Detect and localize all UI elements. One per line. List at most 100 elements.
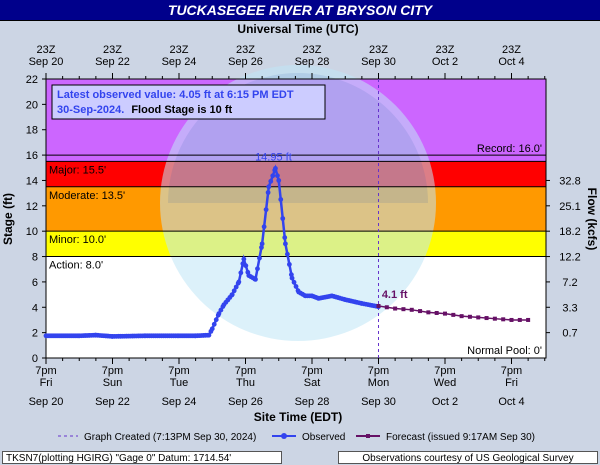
ytick-label-5: 10 — [26, 226, 38, 238]
x-time-label-0: 7pm — [35, 365, 56, 377]
observed-point-126 — [275, 173, 280, 179]
observed-point-113 — [253, 276, 258, 282]
ytick-label-7: 14 — [26, 175, 38, 187]
footer-datum: TKSN7(plotting HGIRG) "Gage 0" Datum: 17… — [2, 451, 282, 464]
observed-point-123 — [270, 173, 276, 179]
observed-point-137 — [293, 284, 299, 289]
observed-point-99 — [229, 292, 235, 297]
observed-point-92 — [218, 307, 224, 313]
x-time-label-1: 7pm — [102, 365, 123, 377]
top-date-label-7: Oct 4 — [498, 56, 524, 68]
top-date-label-1: Sep 22 — [95, 56, 130, 68]
x-date-label-7: Oct 4 — [498, 396, 524, 408]
x-weekday-label-7: Fri — [505, 377, 518, 389]
forecast-point-1 — [384, 305, 389, 310]
observed-point-88 — [211, 321, 217, 327]
latest-obs-line2: 30-Sep-2024. Flood Stage is 10 ft — [57, 104, 233, 116]
x-date-label-1: Sep 22 — [95, 396, 130, 408]
top-date-label-4: Sep 28 — [295, 56, 330, 68]
observed-point-135 — [289, 275, 295, 281]
forecast-point-16 — [509, 317, 514, 322]
peak-label: 14.95 ft — [255, 151, 292, 163]
ytick-label-3: 6 — [32, 277, 38, 289]
observed-point-87 — [209, 326, 215, 332]
observed-point-101 — [233, 284, 239, 290]
x-weekday-label-6: Wed — [434, 377, 456, 389]
top-time-label-2: 23Z — [170, 44, 189, 56]
observed-point-100 — [231, 288, 237, 294]
forecast-start-label: 4.1 ft — [382, 289, 408, 301]
top-time-label-1: 23Z — [103, 44, 122, 56]
observed-point-130 — [282, 235, 288, 240]
legend-forecast-marker — [366, 434, 370, 438]
observed-point-114 — [255, 266, 260, 272]
observed-point-119 — [263, 207, 269, 213]
observed-point-132 — [284, 251, 290, 257]
threshold-lines: Record: 16.0' Major: 15.5' Moderate: 13.5'… — [46, 143, 546, 357]
forecast-point-8 — [443, 311, 447, 316]
forecast-point-5 — [418, 309, 423, 314]
legend-observed-label: Observed — [302, 432, 345, 443]
forecast-point-13 — [484, 316, 489, 321]
legend-observed-marker — [281, 433, 287, 439]
threshold-label-4: Action: 8.0' — [49, 260, 103, 272]
flood-stage-text: Flood Stage is 10 ft — [131, 104, 232, 116]
x-weekday-label-3: Thu — [236, 377, 255, 389]
observed-point-116 — [259, 245, 264, 250]
forecast-point-10 — [459, 314, 464, 319]
threshold-label-3: Minor: 10.0' — [49, 234, 106, 246]
y-axis-title: Stage (ft) — [1, 193, 15, 245]
ytick-label-4: 8 — [32, 252, 38, 264]
top-date-label-3: Sep 26 — [228, 56, 263, 68]
observed-point-136 — [291, 279, 297, 285]
noaa-watermark — [160, 65, 436, 341]
hydrograph-chart: Record: 16.0' Major: 15.5' Moderate: 13.5'… — [1, 22, 599, 424]
observed-point-91 — [216, 311, 222, 317]
flow-tick-label-2: 7.2 — [562, 277, 577, 289]
footer-credit: Observations courtesy of US Geological S… — [338, 451, 598, 464]
observed-point-125 — [273, 166, 278, 171]
flow-tick-label-3: 12.2 — [559, 252, 580, 264]
top-date-label-2: Sep 24 — [162, 56, 197, 68]
top-time-label-3: 23Z — [236, 44, 255, 56]
observed-point-85 — [206, 332, 212, 338]
forecast-point-4 — [409, 307, 414, 312]
ytick-label-2: 4 — [32, 302, 38, 314]
forecast-point-6 — [426, 310, 431, 315]
top-time-label-7: 23Z — [502, 44, 521, 56]
observed-point-131 — [283, 241, 288, 247]
forecast-point-3 — [401, 307, 406, 312]
legend: Graph Created (7:13PM Sep 30, 2024) Obse… — [0, 428, 600, 444]
ytick-label-0: 0 — [32, 353, 38, 365]
top-time-label-5: 23Z — [369, 44, 388, 56]
legend-forecast-label: Forecast (issued 9:17AM Sep 30) — [386, 432, 535, 443]
observed-point-118 — [261, 224, 267, 230]
top-date-label-6: Oct 2 — [432, 56, 458, 68]
flow-tick-label-1: 3.3 — [562, 302, 577, 314]
title-bar: TUCKASEGEE RIVER AT BRYSON CITY — [0, 0, 600, 21]
observed-markers — [43, 166, 381, 339]
ytick-label-8: 16 — [26, 150, 38, 162]
latest-obs-line1: Latest observed value: 4.05 ft at 6:15 P… — [57, 89, 294, 101]
x-weekday-label-1: Sun — [103, 377, 123, 389]
forecast-point-18 — [526, 317, 531, 322]
x-time-label-3: 7pm — [235, 365, 256, 377]
x-date-label-0: Sep 20 — [29, 396, 64, 408]
observed-point-127 — [276, 178, 282, 183]
x-date-label-5: Sep 30 — [361, 396, 396, 408]
forecast-point-12 — [476, 315, 481, 320]
observed-point-106 — [241, 256, 247, 262]
observed-point-121 — [266, 184, 272, 190]
x-time-label-4: 7pm — [301, 365, 322, 377]
observed-point-129 — [280, 216, 286, 221]
forecast-point-2 — [393, 306, 398, 311]
threshold-label-1: Major: 15.5' — [49, 164, 106, 176]
x-time-label-2: 7pm — [168, 365, 189, 377]
observed-point-104 — [238, 270, 244, 276]
ytick-label-1: 2 — [32, 328, 38, 340]
x-time-label-7: 7pm — [501, 365, 522, 377]
y2-axis-title: Flow (kcfs) — [585, 188, 599, 251]
x-weekday-label-2: Tue — [170, 377, 189, 389]
observed-point-103 — [236, 279, 242, 285]
observed-point-122 — [268, 178, 274, 184]
